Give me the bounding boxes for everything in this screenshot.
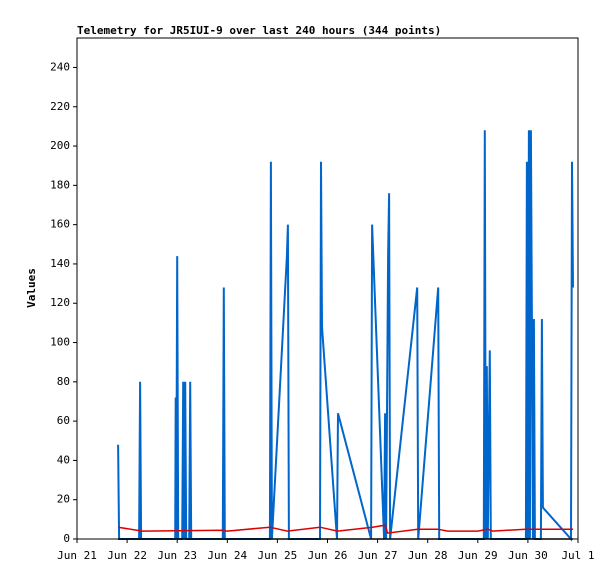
y-tick-label: 240	[50, 60, 70, 73]
y-tick-label: 180	[50, 178, 70, 191]
y-tick-label: 0	[63, 532, 70, 545]
y-tick-label: 200	[50, 139, 70, 152]
x-tick-label: Jun 28	[408, 549, 448, 562]
x-tick-label: Jun 22	[107, 549, 147, 562]
y-tick-label: 220	[50, 100, 70, 113]
series-line	[117, 524, 573, 534]
y-tick-label: 100	[50, 336, 70, 349]
x-tick-label: Jun 29	[458, 549, 498, 562]
y-tick-label: 40	[57, 453, 70, 466]
y-tick-label: 140	[50, 257, 70, 270]
x-tick-label: Jun 27	[358, 549, 398, 562]
y-axis-label: Values	[25, 268, 38, 308]
y-tick-label: 20	[57, 493, 70, 506]
chart-title: Telemetry for JR5IUI-9 over last 240 hou…	[77, 24, 441, 37]
y-tick-label: 120	[50, 296, 70, 309]
x-tick-label: Jun 21	[57, 549, 97, 562]
x-tick-label: Jun 23	[157, 549, 197, 562]
x-tick-label: Jun 30	[508, 549, 548, 562]
x-tick-label: Jun 25	[258, 549, 298, 562]
y-tick-label: 160	[50, 218, 70, 231]
x-tick-label: Jul 1	[561, 549, 594, 562]
x-tick-label: Jun 26	[308, 549, 348, 562]
x-tick-label: Jun 24	[207, 549, 247, 562]
y-tick-label: 60	[57, 414, 70, 427]
y-tick-label: 80	[57, 375, 70, 388]
